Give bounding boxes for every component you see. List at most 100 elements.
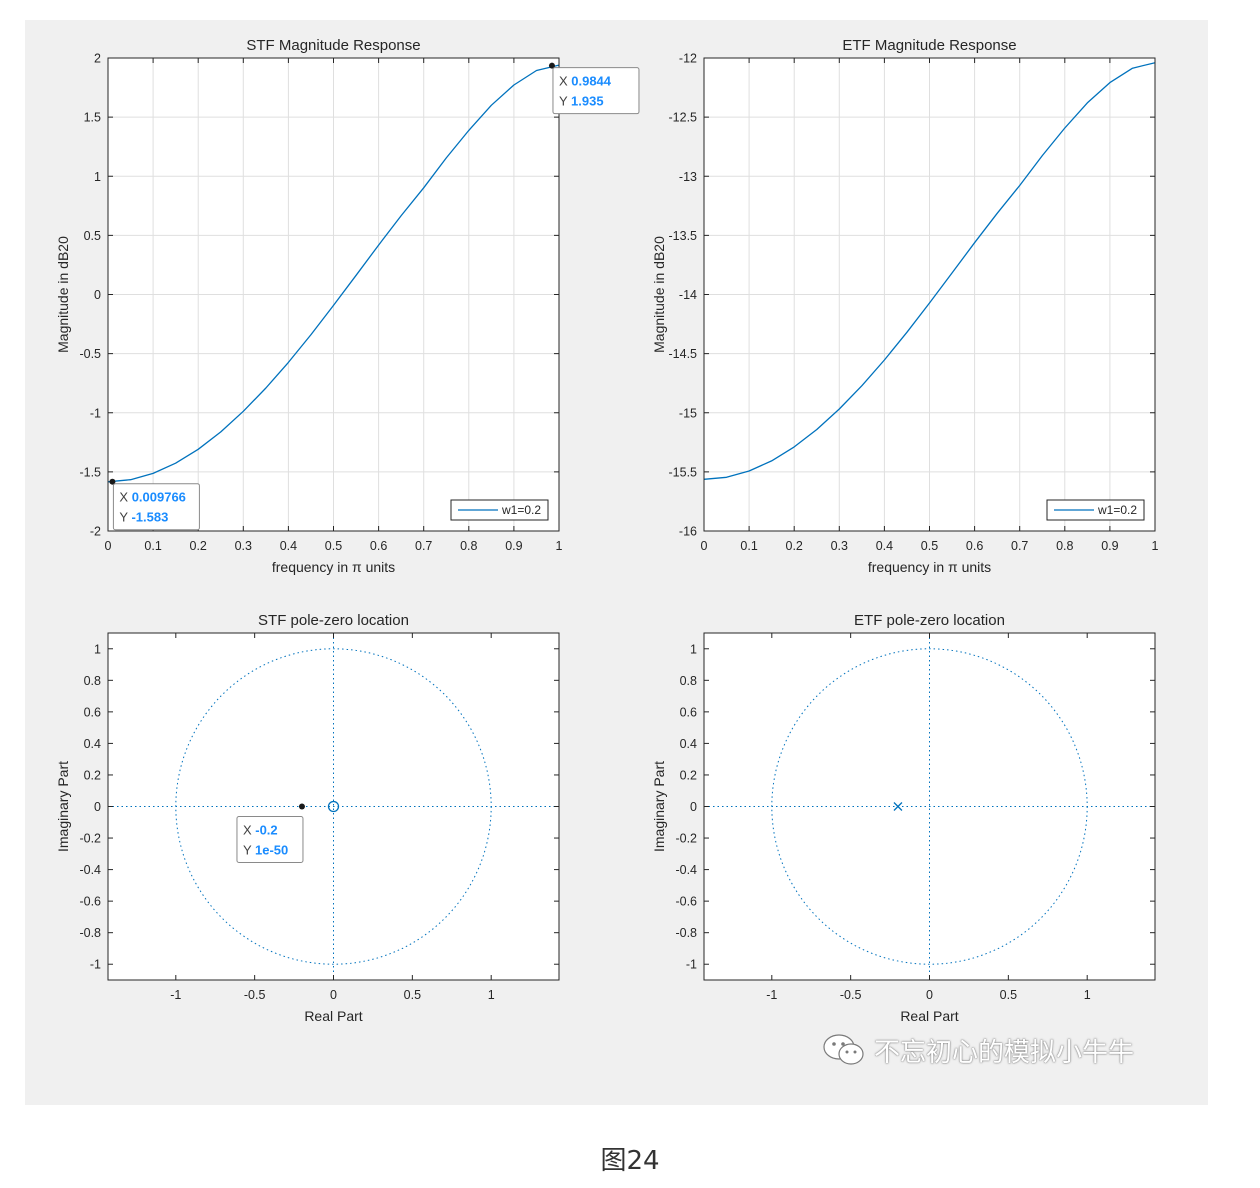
y-tick-label: -0.5 <box>79 347 101 361</box>
datatip: X -0.2 Y 1e-50 <box>236 803 305 863</box>
x-tick-label: 0 <box>701 539 708 553</box>
y-tick-label: 0.8 <box>84 674 101 688</box>
y-axis-label: Magnitude in dB20 <box>55 236 71 353</box>
y-axis-label: Imaginary Part <box>55 761 71 852</box>
x-tick-label: -0.5 <box>840 988 862 1002</box>
datatip-y-value: 1.935 <box>571 94 604 109</box>
x-tick-label: 0.5 <box>404 988 421 1002</box>
x-tick-label: 1 <box>1084 988 1091 1002</box>
pole-marker-stroke <box>893 802 903 811</box>
x-tick-label: 0 <box>330 988 337 1002</box>
y-tick-label: 0.4 <box>680 737 697 751</box>
x-tick-label: 0.2 <box>786 539 803 553</box>
x-tick-label: 0.8 <box>460 539 477 553</box>
y-tick-label: 0.6 <box>680 705 697 719</box>
y-tick-label: -12.5 <box>669 111 698 125</box>
datatip-point <box>298 803 305 810</box>
y-tick-label: 0 <box>94 288 101 302</box>
y-tick-label: -12 <box>679 52 697 66</box>
x-tick-label: 0.3 <box>831 539 848 553</box>
x-tick-label: 0.4 <box>280 539 297 553</box>
grid-lines <box>703 57 1156 532</box>
x-tick-label: 1 <box>488 988 495 1002</box>
y-axis-label: Imaginary Part <box>651 761 667 852</box>
y-tick-label: -1.5 <box>79 465 101 479</box>
x-tick-label: 0.6 <box>966 539 983 553</box>
y-tick-label: 0 <box>690 800 697 814</box>
y-tick-label: 1 <box>94 170 101 184</box>
y-tick-label: 0.4 <box>84 737 101 751</box>
chart-title: STF pole-zero location <box>258 612 409 629</box>
unit-circle-group <box>704 633 1155 980</box>
y-tick-label: -16 <box>679 525 697 539</box>
x-tick-label: 0.5 <box>325 539 342 553</box>
datatip-box <box>236 816 304 863</box>
y-tick-label: 2 <box>94 52 101 66</box>
x-tick-label: 0.1 <box>144 539 161 553</box>
datatip-point <box>548 62 555 69</box>
x-tick-label: 0 <box>926 988 933 1002</box>
datatip-x-value: 0.009766 <box>132 490 186 505</box>
x-tick-label: 0.9 <box>505 539 522 553</box>
y-tick-label: -0.8 <box>675 926 697 940</box>
wechat-icon <box>823 1034 864 1065</box>
y-tick-label: -1 <box>686 958 697 972</box>
datatip-point <box>109 478 116 485</box>
x-tick-label: 0.4 <box>876 539 893 553</box>
legend-entry: w1=0.2 <box>1097 503 1137 517</box>
watermark: 不忘初心的模拟小牛牛 <box>822 1030 1134 1070</box>
datatip-y-value: 1e-50 <box>255 843 288 858</box>
legend: w1=0.2 <box>1046 499 1145 521</box>
chart-title: ETF pole-zero location <box>854 612 1005 629</box>
y-tick-label: -15.5 <box>669 465 698 479</box>
y-tick-label: 0.8 <box>680 674 697 688</box>
y-tick-label: 0.2 <box>84 768 101 782</box>
y-tick-label: 1 <box>94 642 101 656</box>
x-tick-label: 0.3 <box>235 539 252 553</box>
x-tick-label: 0.2 <box>190 539 207 553</box>
y-tick-label: -0.4 <box>79 863 101 877</box>
y-tick-label: -1 <box>90 406 101 420</box>
datatip-x: X 0.009766 <box>119 490 186 505</box>
y-tick-label: -1 <box>90 958 101 972</box>
datatip-x: X 0.9844 <box>559 74 612 89</box>
x-tick-label: -1 <box>766 988 777 1002</box>
watermark-text: 不忘初心的模拟小牛牛 <box>874 1037 1135 1068</box>
legend-box <box>1046 499 1145 521</box>
legend-entry: w1=0.2 <box>501 503 541 517</box>
y-tick-label: 0.5 <box>84 229 101 243</box>
datatip-box <box>112 483 200 531</box>
y-tick-label: 0.2 <box>680 768 697 782</box>
y-tick-label: 0.6 <box>84 705 101 719</box>
datatip: X 0.9844 Y 1.935 <box>548 62 640 115</box>
y-tick-label: -14.5 <box>669 347 698 361</box>
y-tick-label: -0.8 <box>79 926 101 940</box>
datatip-box <box>552 67 640 115</box>
x-axis-label: Real Part <box>304 1008 362 1024</box>
x-axis-label: frequency in π units <box>868 559 991 575</box>
x-tick-label: -1 <box>170 988 181 1002</box>
datatip-y: Y 1.935 <box>559 94 604 109</box>
zero-marker <box>327 800 340 813</box>
datatip-x: X -0.2 <box>243 823 278 838</box>
y-tick-label: 0 <box>94 800 101 814</box>
x-tick-label: 0.5 <box>1000 988 1017 1002</box>
y-tick-label: 1 <box>690 642 697 656</box>
legend-box <box>450 499 549 521</box>
y-tick-label: -13 <box>679 170 697 184</box>
y-tick-label: -0.4 <box>675 863 697 877</box>
datatip-y: Y -1.583 <box>119 510 168 525</box>
x-axis-label: Real Part <box>900 1008 958 1024</box>
y-tick-label: -0.6 <box>79 895 101 909</box>
datatip-x-value: -0.2 <box>255 823 277 838</box>
x-tick-label: 1 <box>556 539 563 553</box>
pole-marker <box>893 802 903 811</box>
x-tick-label: 0.9 <box>1101 539 1118 553</box>
datatip-x-value: 0.9844 <box>571 74 612 89</box>
y-tick-label: -14 <box>679 288 697 302</box>
x-tick-label: 0.1 <box>740 539 757 553</box>
x-axis-label: frequency in π units <box>272 559 395 575</box>
